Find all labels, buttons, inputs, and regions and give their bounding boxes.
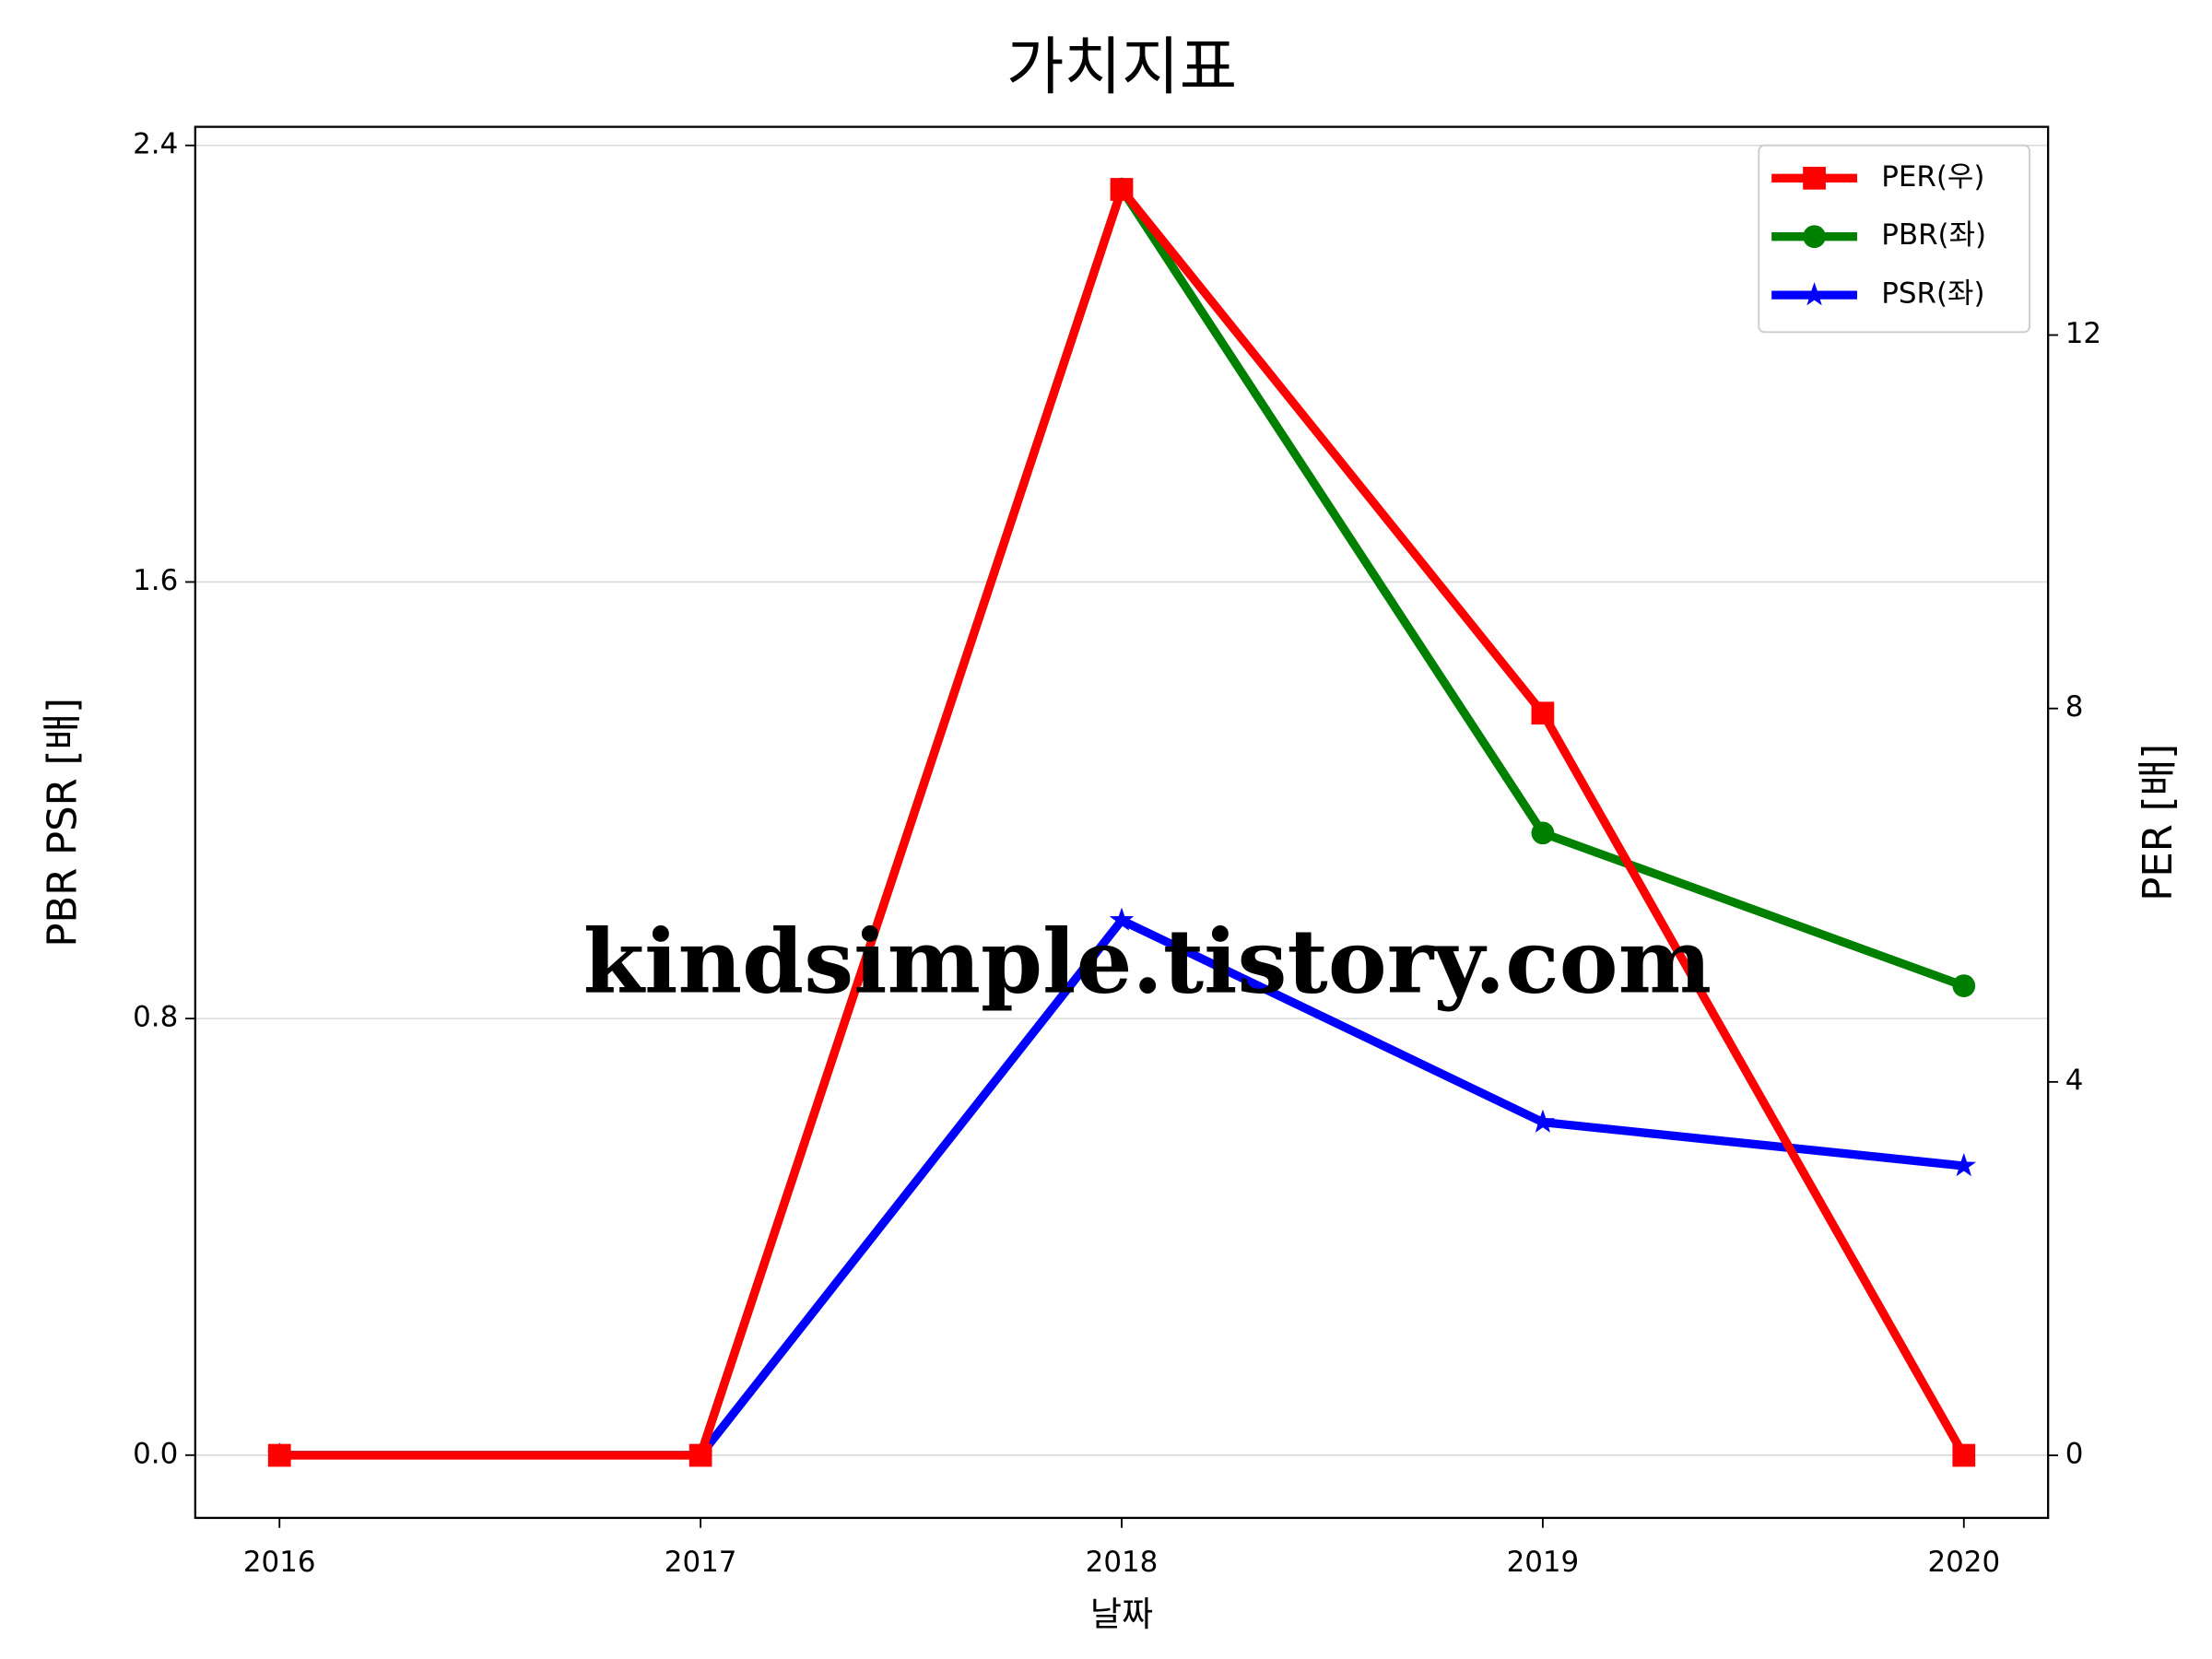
marker: [1109, 907, 1135, 931]
marker: [1802, 282, 1827, 306]
x-axis-label: 날짜: [1090, 1594, 1153, 1634]
y2-axis-label: PER [배]: [2136, 744, 2182, 901]
marker: [267, 1443, 291, 1467]
plot-frame: [194, 125, 2050, 1520]
x-tick-label: 2019: [1507, 1546, 1580, 1579]
marker: [1952, 1443, 1976, 1467]
watermark: kindsimple.tistory.com: [583, 909, 1712, 1013]
y2-tick-label: 12: [2065, 317, 2101, 350]
y-axis-label: PBR PSR [배]: [41, 698, 87, 947]
marker: [1952, 974, 1976, 997]
y-tick-label: 1.6: [133, 564, 178, 597]
y-tick-label: 2.4: [133, 127, 178, 160]
marker: [1951, 1153, 1977, 1177]
marker: [1531, 701, 1555, 725]
marker: [1803, 166, 1826, 190]
marker: [1531, 821, 1555, 845]
marker: [1803, 225, 1826, 249]
marker: [1530, 1109, 1556, 1133]
x-tick-label: 2020: [1927, 1546, 2000, 1579]
y2-tick-label: 8: [2065, 690, 2084, 724]
y-tick-label: 0.0: [133, 1437, 178, 1470]
marker: [688, 1443, 712, 1467]
chart-title: 가치지표: [1006, 31, 1237, 104]
legend-label: PER(우): [1881, 160, 1984, 194]
x-tick-label: 2016: [243, 1546, 316, 1579]
x-tick-label: 2018: [1086, 1546, 1159, 1579]
x-tick-label: 2017: [665, 1546, 737, 1579]
y-tick-label: 0.8: [133, 1001, 178, 1034]
legend-label: PSR(좌): [1881, 277, 1984, 311]
legend-box: [1758, 144, 2030, 334]
y2-tick-label: 0: [2065, 1438, 2084, 1471]
marker: [1110, 178, 1134, 201]
y2-tick-label: 4: [2065, 1064, 2084, 1097]
legend-label: PBR(좌): [1881, 218, 1986, 252]
